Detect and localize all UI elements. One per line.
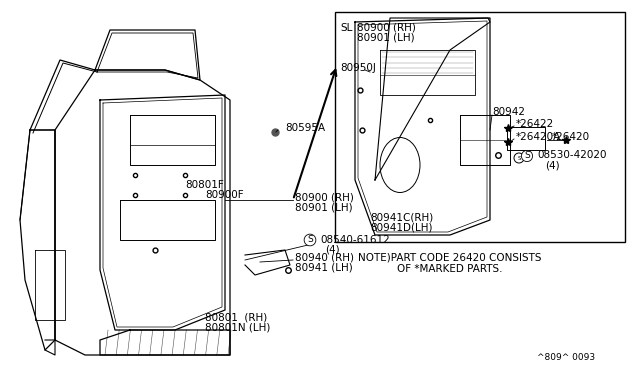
Text: 80940 (RH): 80940 (RH) (295, 253, 354, 263)
Text: 80950J: 80950J (340, 63, 376, 73)
Text: 80595A: 80595A (285, 123, 325, 133)
Text: 80801N (LH): 80801N (LH) (205, 323, 270, 333)
Text: NOTE)PART CODE 26420 CONSISTS: NOTE)PART CODE 26420 CONSISTS (358, 253, 541, 263)
Bar (335, 12, 625, 242)
Text: 80900F: 80900F (205, 190, 244, 200)
Text: 80942: 80942 (492, 107, 525, 117)
Text: S: S (307, 235, 313, 244)
Text: 80941C(RH): 80941C(RH) (370, 213, 433, 223)
Text: *26420A: *26420A (516, 132, 561, 142)
Text: S: S (524, 151, 530, 160)
Text: 80901 (LH): 80901 (LH) (295, 203, 353, 213)
Text: 80801F: 80801F (185, 180, 224, 190)
Text: 80941 (LH): 80941 (LH) (295, 263, 353, 273)
Text: (4): (4) (325, 245, 340, 255)
Text: 08530-42020: 08530-42020 (537, 150, 607, 160)
Text: 80901 (LH): 80901 (LH) (357, 33, 415, 43)
Text: OF *MARKED PARTS.: OF *MARKED PARTS. (397, 264, 503, 274)
Text: *26420: *26420 (552, 132, 590, 142)
Text: 80801  (RH): 80801 (RH) (205, 313, 268, 323)
Text: 80900 (RH): 80900 (RH) (357, 23, 416, 33)
Text: S: S (517, 155, 521, 160)
Text: (4): (4) (545, 160, 559, 170)
Text: *26422: *26422 (516, 119, 554, 129)
Text: SL: SL (340, 23, 353, 33)
Text: 80941D(LH): 80941D(LH) (370, 223, 433, 233)
Text: 80900 (RH): 80900 (RH) (295, 193, 354, 203)
Text: 08540-61612: 08540-61612 (320, 235, 390, 245)
Text: ^809^ 0093: ^809^ 0093 (537, 353, 595, 362)
